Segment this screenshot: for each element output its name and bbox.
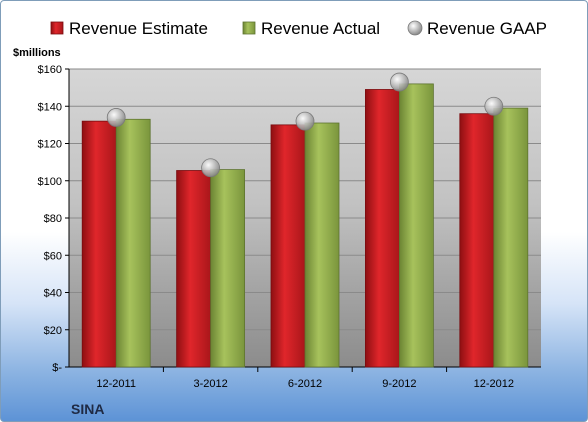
bar-revenue-estimate xyxy=(81,120,117,368)
bar-revenue-actual xyxy=(398,83,434,368)
bar-revenue-actual xyxy=(210,169,246,368)
bar-revenue-actual xyxy=(115,118,151,368)
x-tick-label: 3-2012 xyxy=(193,378,227,390)
legend: Revenue Estimate Revenue Actual Revenue GA… xyxy=(50,19,547,38)
legend-revenue-estimate-swatch xyxy=(50,21,64,35)
y-tick-label: $60 xyxy=(44,250,62,262)
y-tick-label: $80 xyxy=(44,213,62,225)
bar-revenue-actual xyxy=(304,122,340,368)
x-tick-label: 12-2011 xyxy=(96,378,136,390)
marker-revenue-gaap xyxy=(484,96,504,116)
legend-revenue-actual-label: Revenue Actual xyxy=(261,19,380,38)
y-axis-unit-label: $millions xyxy=(13,47,61,59)
legend-revenue-gaap-swatch xyxy=(407,20,423,36)
bar-revenue-actual xyxy=(493,107,529,368)
bar-revenue-estimate xyxy=(364,89,400,368)
y-tick-label: $40 xyxy=(44,288,62,300)
bar-revenue-estimate xyxy=(459,113,495,368)
y-tick-label: $120 xyxy=(38,139,62,151)
marker-revenue-gaap xyxy=(201,158,221,178)
y-tick-label: $100 xyxy=(38,176,62,188)
legend-revenue-estimate-label: Revenue Estimate xyxy=(69,19,208,38)
company-label: SINA xyxy=(71,401,104,417)
legend-revenue-gaap-label: Revenue GAAP xyxy=(427,19,547,38)
bar-revenue-estimate xyxy=(270,124,306,368)
y-tick-label: $20 xyxy=(44,325,62,337)
marker-revenue-gaap xyxy=(389,72,409,92)
marker-revenue-gaap xyxy=(295,111,315,131)
x-tick-label: 9-2012 xyxy=(382,378,416,390)
bar-revenue-estimate xyxy=(176,170,212,368)
marker-revenue-gaap xyxy=(106,108,126,127)
legend-revenue-actual-swatch xyxy=(242,21,256,35)
y-tick-label: $160 xyxy=(38,64,62,76)
x-tick-label: 12-2012 xyxy=(474,378,514,390)
x-tick-label: 6-2012 xyxy=(288,378,322,390)
y-tick-label: $140 xyxy=(38,101,62,113)
y-tick-label: $- xyxy=(52,362,62,374)
